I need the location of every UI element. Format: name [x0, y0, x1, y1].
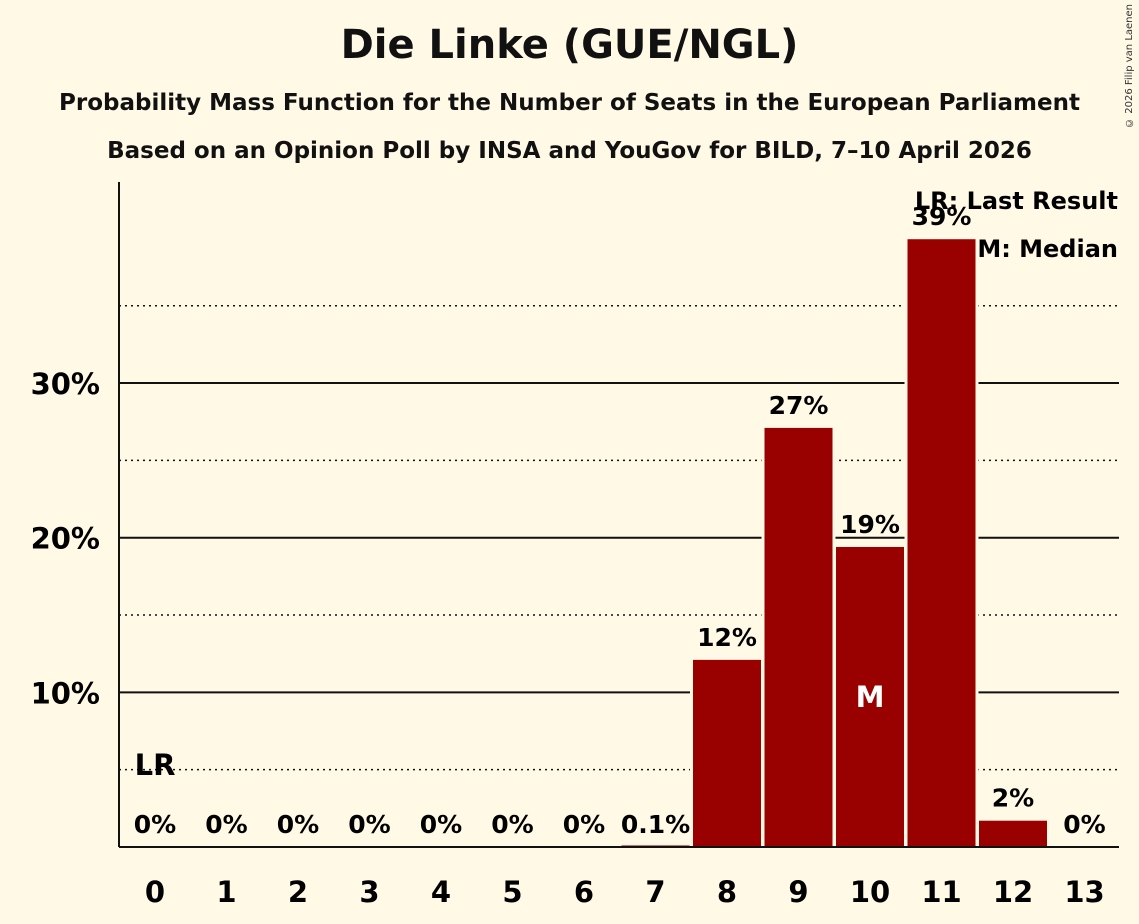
x-tick-label: 12	[993, 875, 1033, 909]
x-tick-label: 13	[1064, 875, 1104, 909]
last-result-marker: LR	[135, 748, 176, 782]
x-tick-label: 11	[921, 875, 961, 909]
y-tick-label: 30%	[31, 367, 100, 401]
bars	[618, 236, 1050, 847]
bar-value-label: 0%	[277, 810, 319, 839]
x-tick-label: 6	[574, 875, 594, 909]
x-tick-label: 10	[850, 875, 890, 909]
chart-subtitle-2: Based on an Opinion Poll by INSA and You…	[107, 138, 1032, 164]
bar-value-label: 0%	[134, 810, 176, 839]
bar-seat-10	[836, 546, 904, 847]
x-tick-label: 7	[645, 875, 665, 909]
bar-value-label: 2%	[992, 784, 1034, 813]
bar-value-label: 0%	[348, 810, 390, 839]
bar-seat-12	[979, 820, 1047, 847]
bar-seat-11	[907, 239, 976, 847]
y-tick-label: 20%	[31, 522, 100, 556]
x-tick-label: 3	[359, 875, 379, 909]
legend-median: M: Median	[977, 235, 1118, 263]
labels: 10%20%30%0%00%10%20%30%40%50%60.1%712%82…	[31, 202, 1106, 909]
bar-value-label: 19%	[840, 510, 900, 539]
bar-value-label: 0.1%	[621, 810, 690, 839]
y-tick-label: 10%	[31, 676, 100, 710]
x-tick-label: 4	[431, 875, 451, 909]
legend-last-result: LR: Last Result	[915, 187, 1118, 215]
bar-halo	[618, 842, 693, 847]
x-tick-label: 9	[788, 875, 808, 909]
bar-value-label: 27%	[769, 391, 829, 420]
x-tick-label: 2	[288, 875, 308, 909]
bar-value-label: 0%	[491, 810, 533, 839]
x-tick-label: 5	[502, 875, 522, 909]
bar-value-label: 0%	[1063, 810, 1105, 839]
median-marker: M	[856, 680, 885, 714]
chart-subtitle-1: Probability Mass Function for the Number…	[59, 90, 1080, 116]
bar-value-label: 0%	[420, 810, 462, 839]
bar-value-label: 12%	[697, 623, 757, 652]
chart-title: Die Linke (GUE/NGL)	[340, 22, 799, 68]
axes	[118, 182, 1119, 848]
bar-value-label: 0%	[563, 810, 605, 839]
bar-value-label: 0%	[205, 810, 247, 839]
x-tick-label: 8	[717, 875, 737, 909]
x-tick-label: 1	[216, 875, 236, 909]
bar-value-label: 39%	[912, 202, 972, 231]
bar-seat-8	[693, 659, 761, 847]
x-tick-label: 0	[145, 875, 165, 909]
bar-seat-9	[764, 427, 833, 847]
